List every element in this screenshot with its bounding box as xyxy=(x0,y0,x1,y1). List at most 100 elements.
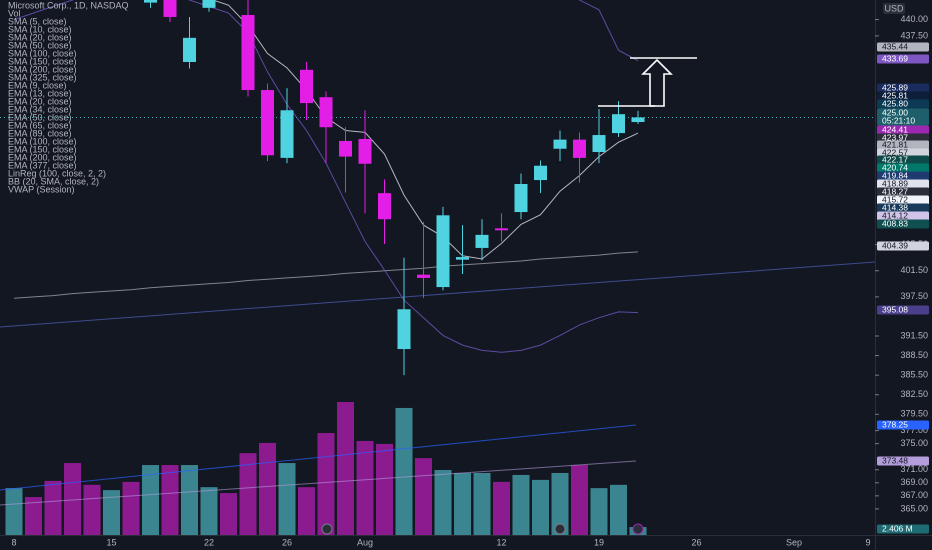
volume-trend-line xyxy=(0,460,637,506)
volume-bar xyxy=(493,481,510,535)
event-icon[interactable] xyxy=(632,523,644,535)
legend-entry: EMA (89, close) xyxy=(8,128,72,138)
legend-entry: SMA (200, close) xyxy=(8,64,77,74)
volume-bar xyxy=(473,472,491,535)
y-tick-label: 388.50 xyxy=(900,350,928,360)
x-tick-label: 26 xyxy=(691,537,701,547)
volume-bar xyxy=(161,465,179,535)
price-tag-box xyxy=(877,211,929,221)
volume-bar xyxy=(376,443,393,535)
legend-entry: EMA (377, close) xyxy=(8,160,77,170)
price-tag-box xyxy=(877,305,929,315)
candle-body xyxy=(573,139,586,158)
x-tick-label: Aug xyxy=(357,537,373,547)
price-tag-box xyxy=(877,203,929,213)
event-icon[interactable] xyxy=(554,523,566,535)
legend-entry: EMA (200, close) xyxy=(8,152,77,162)
volume-layer xyxy=(5,402,647,535)
legend-entry: SMA (150, close) xyxy=(8,56,77,66)
volume-bar xyxy=(610,484,627,535)
y-tick-label: 369.00 xyxy=(900,477,928,487)
legend-entry: SMA (10, close) xyxy=(8,24,72,34)
volume-bar xyxy=(298,487,315,535)
legend-entry: EMA (65, close) xyxy=(8,120,72,130)
candle-body xyxy=(534,165,547,181)
candle-body xyxy=(456,257,469,260)
price-tags: 435.44 433.69 425.89425.81425.80425.0005:2… xyxy=(877,41,929,534)
y-tick-label: 365.00 xyxy=(900,503,928,513)
linreg-line xyxy=(0,261,875,328)
candle-body xyxy=(144,0,157,3)
event-icons xyxy=(321,523,644,535)
price-tag-label: 425.81 xyxy=(882,90,908,100)
y-tick-label: 379.50 xyxy=(900,409,928,419)
price-tag-label: 422.17 xyxy=(882,154,908,164)
candle-body xyxy=(378,193,391,220)
event-icon[interactable] xyxy=(321,523,333,535)
price-tag-box xyxy=(877,125,929,135)
volume-bar xyxy=(64,463,81,535)
x-tick-label: 8 xyxy=(11,537,16,547)
candle-body xyxy=(183,37,196,62)
price-tag-label: 419.84 xyxy=(882,170,908,180)
candle-body xyxy=(612,114,625,134)
price-tag-label: 408.83 xyxy=(882,218,908,228)
x-tick-label: 12 xyxy=(496,537,506,547)
candle-body xyxy=(436,215,450,288)
price-tag-label: 378.25 xyxy=(882,419,908,429)
price-tag-box xyxy=(877,140,929,150)
volume-bar xyxy=(200,487,218,535)
volume-bar xyxy=(415,458,432,535)
price-tag-box xyxy=(877,241,929,251)
legend-entry: SMA (50, close) xyxy=(8,40,72,50)
y-tick-label: 385.50 xyxy=(900,370,928,380)
candle-body xyxy=(631,117,645,123)
x-tick-label: 9 xyxy=(865,537,870,547)
price-tag-label: 404.39 xyxy=(882,240,908,250)
candle-body xyxy=(592,135,606,153)
y-tick-label: 371.00 xyxy=(900,464,928,474)
price-tag-label: 05:21:10 xyxy=(882,115,915,125)
volume-bar xyxy=(317,433,335,535)
y-tick-label: 397.50 xyxy=(900,291,928,301)
legend-entry: EMA (100, close) xyxy=(8,136,77,146)
price-tag-box xyxy=(877,195,929,205)
price-tag-label: 414.38 xyxy=(882,202,908,212)
price-tag-label: 422.57 xyxy=(882,147,908,157)
legend-entry: BB (20, SMA, close, 2) xyxy=(8,176,99,186)
volume-bar xyxy=(356,440,374,535)
candle-body xyxy=(553,139,567,149)
y-tick-label: 375.00 xyxy=(900,438,928,448)
candle-body xyxy=(514,183,528,213)
legend-entry: EMA (150, close) xyxy=(8,144,77,154)
price-tag-box xyxy=(877,54,929,64)
currency-box[interactable] xyxy=(883,3,905,14)
volume-bar xyxy=(142,465,159,535)
y-tick-label: 437.50 xyxy=(900,30,928,40)
legend-entry: VWAP (Session) xyxy=(8,184,75,194)
candle-body xyxy=(163,0,177,17)
volume-bar xyxy=(434,469,452,535)
legend-entry: EMA (9, close) xyxy=(8,80,67,90)
price-tag-box xyxy=(877,116,929,126)
price-tag-label: 2.406 M xyxy=(882,523,913,533)
y-tick-label: 377.00 xyxy=(900,425,928,435)
price-tag-box xyxy=(877,456,929,466)
price-tag-box xyxy=(877,91,929,101)
price-tag-box xyxy=(877,524,929,534)
volume-bar xyxy=(220,493,237,535)
price-tag-box xyxy=(877,108,929,118)
y-tick-label: 391.50 xyxy=(900,330,928,340)
candle-body xyxy=(475,234,489,248)
volume-bar xyxy=(103,490,120,535)
legend-entry: SMA (20, close) xyxy=(8,32,72,42)
price-tag-box xyxy=(877,148,929,158)
price-tag-label: 415.72 xyxy=(882,194,908,204)
legend-entry: SMA (100, close) xyxy=(8,48,77,58)
y-tick-label: 382.50 xyxy=(900,389,928,399)
price-tag-label: 414.12 xyxy=(882,210,908,220)
volume-bar xyxy=(395,407,413,535)
volume-bar xyxy=(571,465,588,535)
x-tick-label: Sep xyxy=(786,537,802,547)
